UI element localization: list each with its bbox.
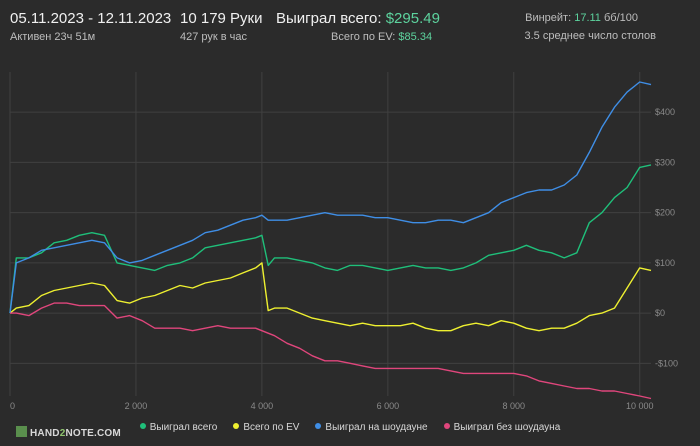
avg-tables: 3.5 среднее число столов [524, 30, 656, 42]
total-won-label: Выиграл всего: [276, 10, 382, 27]
chart-grid [9, 72, 651, 396]
x-tick-label: 4 000 [251, 401, 274, 411]
series-line-2[interactable] [9, 81, 652, 314]
total-won-value: $295.49 [385, 10, 440, 27]
legend-dot-icon [233, 423, 240, 429]
hands-count: 10 179 Руки [180, 10, 263, 27]
y-tick-label: $400 [655, 107, 675, 117]
logo-text-note: NOTE.COM [65, 428, 121, 439]
profit-chart[interactable]: $400 $300 $200 $100 $0 -$100 0 2 000 4 000 6 000 8… [0, 52, 700, 446]
winrate-label: Винрейт: [525, 12, 572, 24]
y-tick-label: $300 [655, 157, 675, 167]
legend-item-0[interactable]: Выиграл всего [139, 422, 218, 433]
summary-header: 05.11.2023 - 12.11.2023 Активен 23ч 51м … [0, 0, 700, 50]
chart-series [9, 81, 652, 400]
legend-dot-icon [443, 423, 450, 429]
y-tick-label: $0 [655, 308, 665, 318]
series-line-3[interactable] [10, 302, 652, 400]
total-ev-label: Всего по EV: [331, 31, 396, 43]
legend-dot-icon [315, 423, 322, 429]
legend-label: Выиграл всего [149, 422, 218, 433]
chart-svg[interactable]: $400 $300 $200 $100 $0 -$100 0 2 000 4 000 6 000 8… [0, 52, 700, 446]
chart-legend: Выиграл всего Всего по EV Выиграл на шоуда… [0, 422, 700, 433]
legend-item-2[interactable]: Выиграл на шоудауне [315, 422, 428, 433]
winrate: Винрейт: 17.11 бб/100 [525, 12, 638, 24]
total-ev: Всего по EV: $85.34 [331, 31, 432, 43]
legend-item-3[interactable]: Выиграл без шоудауна [443, 422, 561, 433]
chart-axes: $400 $300 $200 $100 $0 -$100 0 2 000 4 000 6 000 8… [10, 107, 678, 411]
logo-text-hand: HAND [30, 428, 60, 439]
x-tick-label: 6 000 [377, 401, 400, 411]
y-tick-label: $200 [655, 208, 675, 218]
legend-dot-icon [139, 423, 146, 429]
total-ev-value: $85.34 [398, 31, 433, 43]
hand2note-logo-icon [16, 426, 27, 437]
legend-item-1[interactable]: Всего по EV [233, 422, 299, 433]
series-line-0[interactable] [9, 164, 652, 314]
active-time: Активен 23ч 51м [10, 31, 96, 43]
x-tick-label: 2 000 [125, 401, 148, 411]
y-tick-label: -$100 [655, 358, 678, 368]
legend-label: Выиграл без шоудауна [453, 422, 561, 433]
date-range[interactable]: 05.11.2023 - 12.11.2023 [10, 10, 172, 27]
x-tick-label: 10 000 [626, 401, 654, 411]
series-line-1[interactable] [9, 262, 652, 332]
winrate-unit: бб/100 [603, 12, 638, 24]
hands-per-hour: 427 рук в час [180, 31, 248, 43]
logo-text-2: 2 [59, 428, 66, 439]
legend-label: Всего по EV [243, 422, 300, 433]
y-tick-label: $100 [655, 258, 675, 268]
hand2note-logo: HAND2NOTE.COM [16, 426, 121, 439]
legend-label: Выиграл на шоудауне [325, 422, 428, 433]
x-tick-label: 8 000 [503, 401, 526, 411]
winrate-value: 17.11 [574, 12, 601, 24]
x-tick-label: 0 [10, 401, 15, 411]
total-won: Выиграл всего: $295.49 [276, 10, 440, 27]
